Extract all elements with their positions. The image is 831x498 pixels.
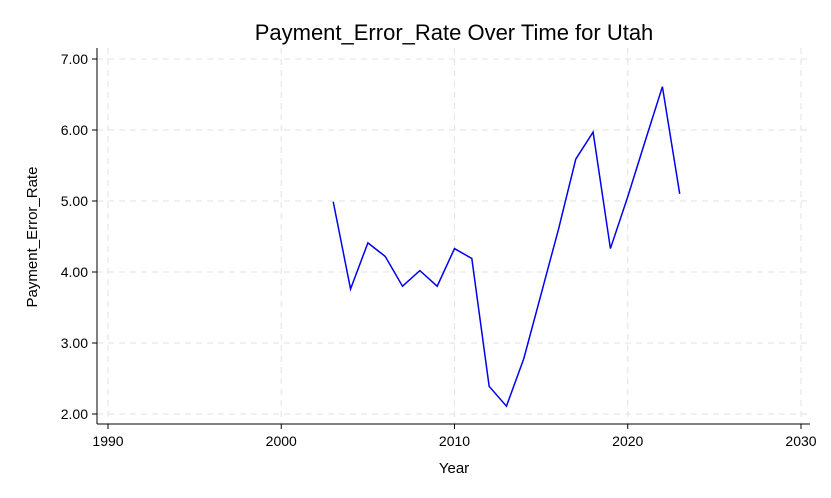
- x-tick-label: 2030: [785, 433, 816, 449]
- tick-marks-and-labels: 2.00 3.00 4.00 5.00 6.00 7.00 1990 2000 2010 2020…: [61, 51, 817, 449]
- series-line-0: [332, 86, 681, 408]
- chart-title: Payment_Error_Rate Over Time for Utah: [255, 20, 654, 45]
- axes: [96, 48, 810, 425]
- y-tick-label: 5.00: [61, 193, 88, 209]
- x-tick-label: 2020: [612, 433, 643, 449]
- x-tick-label: 2000: [266, 433, 297, 449]
- series-layer: [332, 86, 681, 408]
- y-tick-label: 4.00: [61, 264, 88, 280]
- grid-lines: [97, 48, 810, 424]
- y-axis-label: Payment_Error_Rate: [24, 167, 41, 308]
- y-tick-label: 3.00: [61, 335, 88, 351]
- y-tick-label: 7.00: [61, 51, 88, 67]
- y-tick-label: 2.00: [61, 406, 88, 422]
- x-tick-label: 2010: [439, 433, 470, 449]
- x-tick-label: 1990: [92, 433, 123, 449]
- y-tick-label: 6.00: [61, 122, 88, 138]
- x-axis-label: Year: [439, 460, 469, 477]
